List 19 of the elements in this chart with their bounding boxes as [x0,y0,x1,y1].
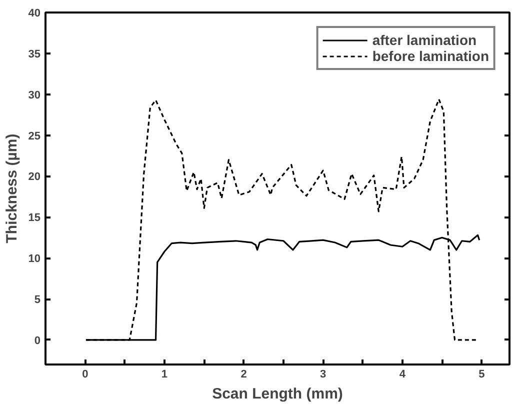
y-tick-label: 0 [34,334,41,347]
x-tick-label: 3 [320,368,326,380]
y-tick-label: 10 [28,253,41,266]
y-tick-label: 40 [28,8,41,20]
y-tick-label: 35 [28,48,41,60]
x-tick-label: 5 [478,368,485,380]
x-tick-label: 0 [82,368,88,380]
x-tick-label: 1 [161,368,168,380]
x-axis-title: Scan Length (mm) [212,386,343,402]
x-tick-label: 4 [399,368,406,380]
legend-label: before lamination [372,48,489,64]
y-tick-label: 25 [28,130,41,142]
y-tick-label: 30 [28,89,41,102]
y-tick-label: 5 [34,294,41,306]
y-tick-label: 15 [28,212,41,224]
legend-label: after lamination [372,32,477,48]
y-axis-title: Thickness (µm) [3,134,20,244]
x-tick-label: 2 [240,368,247,380]
y-tick-label: 20 [28,171,41,184]
